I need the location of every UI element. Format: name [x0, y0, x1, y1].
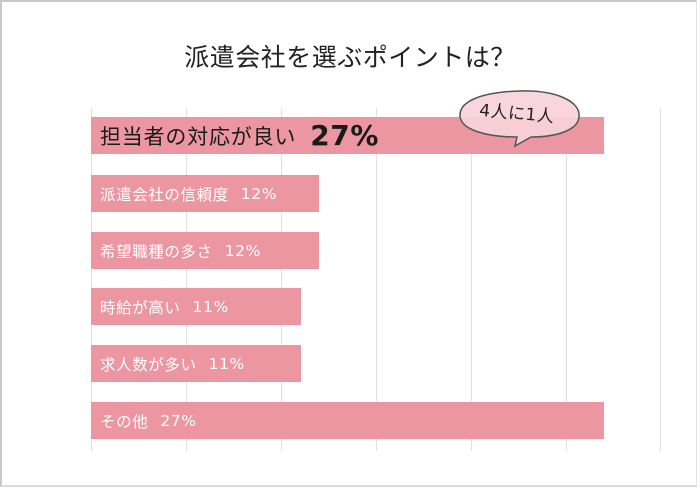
- bar-label: 派遣会社の信頼度: [100, 185, 229, 204]
- bar-value: 12%: [240, 184, 278, 203]
- speech-bubble-icon: [459, 90, 580, 148]
- chart-title: 派遣会社を選ぶポイントは？: [184, 43, 516, 72]
- bar-label: 希望職種の多さ: [100, 242, 213, 261]
- bar-label: その他: [100, 412, 149, 431]
- gridline: [566, 108, 567, 451]
- bar-value: 12%: [224, 241, 261, 260]
- gridline: [281, 108, 282, 451]
- bar-many-listings: 求人数が多い 11%: [91, 345, 301, 382]
- bar-value: 11%: [192, 297, 229, 316]
- bar-job-variety: 希望職種の多さ 12%: [91, 232, 319, 269]
- bar-value: 11%: [208, 354, 245, 373]
- gridline: [186, 108, 187, 451]
- bar-label: 求人数が多い: [100, 355, 197, 374]
- speech-bubble-callout: 4人に1人: [457, 88, 584, 148]
- plot-area: 担当者の対応が良い 27% 派遣会社の信頼度 12% 希望職種の多さ 12% 時…: [91, 108, 661, 451]
- bar-high-wage: 時給が高い 11%: [91, 288, 301, 325]
- gridline: [376, 108, 377, 451]
- bar-other: その他 27%: [91, 402, 604, 439]
- gridline: [471, 108, 472, 451]
- gridline: [660, 108, 661, 451]
- bar-value: 27%: [310, 119, 380, 152]
- bar-label: 時給が高い: [100, 298, 181, 317]
- bar-value: 27%: [160, 411, 197, 430]
- gridline: [91, 108, 92, 451]
- bar-agency-reliability: 派遣会社の信頼度 12%: [91, 175, 319, 212]
- bar-label: 担当者の対応が良い: [100, 124, 297, 149]
